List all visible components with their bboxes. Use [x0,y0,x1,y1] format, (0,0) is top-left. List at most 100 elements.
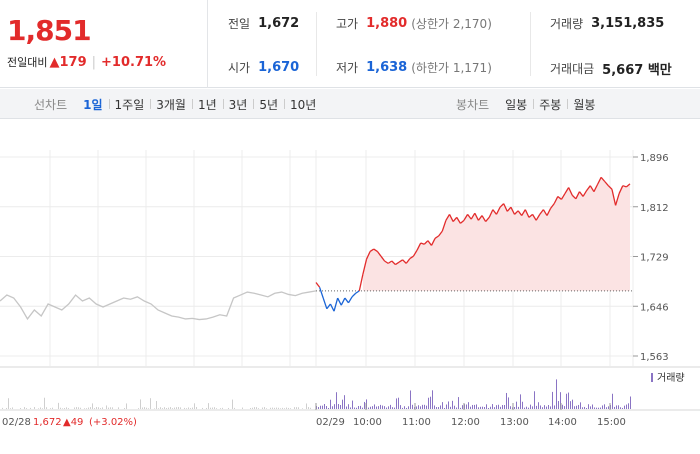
candle-monthly[interactable]: 월봉 [567,96,601,113]
volume-bar [534,391,535,409]
period-1y[interactable]: 1년 [191,96,223,113]
volume-bar [156,400,157,409]
volume-bar [580,402,581,409]
y-tick-label: 1,563 [640,352,669,363]
volume-bar [458,397,459,409]
volume-bar [554,405,555,409]
volume-bar [478,407,479,409]
volume-bar [164,407,165,409]
volume-bar [462,405,463,409]
volume-bar [96,407,97,409]
volume-bar [572,399,573,409]
volume-bar [506,392,507,409]
period-5y[interactable]: 5년 [253,96,284,113]
volume-bar [502,404,503,409]
volume-bar [394,407,395,409]
volume-bar [352,400,353,409]
price-line-segment [441,220,447,232]
volume-bar [376,406,377,409]
volume-bar [162,408,163,409]
price-chart[interactable]: 1,896 1,812 1,729 1,646 1,563 거래량 02/29 10:00… [0,120,700,450]
volume-bar [398,397,399,409]
volume-bar [88,407,89,409]
price-line-segment [521,209,526,216]
volume-bar [446,404,447,409]
volume-bar [40,407,41,409]
volume-bar [362,407,363,409]
price-stats: 전일 1,672 시가 1,670 고가 1,880 (상한가 2,170) 저… [208,0,700,88]
divider [530,12,531,76]
period-3y[interactable]: 3년 [222,96,254,113]
volume-bar [342,399,343,409]
volume-bar [608,406,609,409]
volume-bar [620,407,621,409]
volume-bar [250,408,251,409]
volume-bar [276,407,277,409]
volume-bar [388,406,389,409]
stat-open: 시가 1,670 [228,60,300,75]
volume-bar [544,405,545,409]
period-3m[interactable]: 3개월 [150,96,192,113]
candle-daily[interactable]: 일봉 [505,97,528,112]
price-change: 전일대비 ▲ 179 | +10.71% [7,54,166,70]
price-line-segment [604,181,609,187]
period-1w[interactable]: 1주일 [108,96,151,113]
volume-bar [442,402,443,409]
volume-bar [532,406,533,409]
volume-bar [582,407,583,409]
y-tick-label: 1,896 [640,153,669,164]
volume-bar [374,404,375,409]
volume-bar [110,407,111,409]
stat-amount: 거래대금 5,667 백만 [550,62,672,78]
volume-bar [526,406,527,409]
volume-bar [2,407,3,409]
y-tick-label: 1,646 [640,302,669,313]
price-line-segment [586,185,591,191]
volume-bar [552,391,553,409]
price-line-segment [495,206,501,215]
price-line-segment [467,213,472,220]
period-1d[interactable]: 1일 [83,97,103,112]
candle-weekly[interactable]: 주봉 [533,96,567,113]
volume-bar [542,407,543,409]
volume-bar [112,407,113,409]
price-line-segment [593,184,599,192]
volume-bar [286,407,287,409]
volume-bar [522,401,523,409]
volume-bar [496,405,497,409]
period-10y[interactable]: 10년 [284,96,322,113]
volume-bar [528,407,529,409]
volume-bar [174,407,175,409]
volume-bar [158,408,159,409]
volume-bar [600,407,601,409]
volume-bar [194,403,195,409]
price-line-segment [607,185,613,190]
price-line-segment [402,259,407,264]
stat-low: 저가 1,638 (하한가 1,171) [336,60,492,75]
volume-bar [42,408,43,409]
volume-bar [44,397,45,409]
x-tick-label: 13:00 [500,417,529,428]
x-tick-label: 10:00 [353,417,382,428]
volume-bar [614,406,615,409]
volume-bar [166,408,167,409]
price-line-segment [528,213,533,218]
volume-bar [220,408,221,409]
volume-bar [492,404,493,409]
price-line-segment [589,185,595,192]
price-line-segment [376,251,382,257]
volume-bar [324,403,325,409]
volume-bar [538,402,539,409]
volume-bar [196,407,197,409]
price-line-segment [531,214,537,221]
volume-bar [604,404,605,409]
price-line-segment [625,183,631,188]
volume-bar [190,408,191,409]
price-line-segment [398,259,403,263]
volume-bar [402,407,403,409]
volume-bar [262,407,263,409]
volume-bar [530,404,531,409]
volume-bar [202,407,203,409]
price-line-segment [481,215,487,222]
volume-bar [468,402,469,409]
